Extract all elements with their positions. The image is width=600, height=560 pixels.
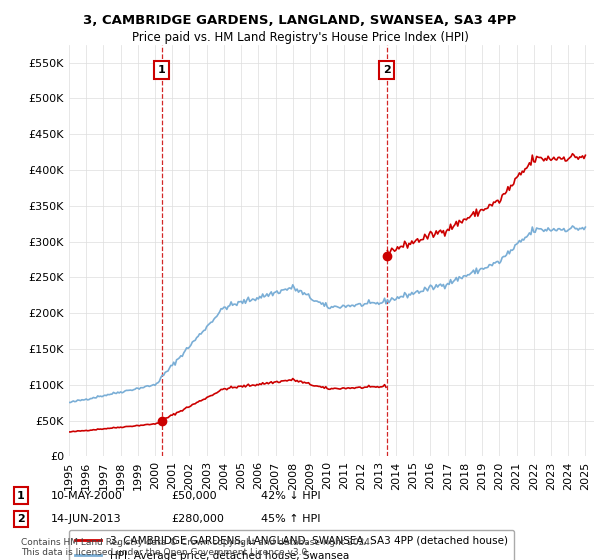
Text: 2: 2 (17, 514, 25, 524)
Text: 10-MAY-2000: 10-MAY-2000 (51, 491, 123, 501)
Text: £280,000: £280,000 (171, 514, 224, 524)
Text: 42% ↓ HPI: 42% ↓ HPI (261, 491, 320, 501)
Text: 2: 2 (383, 65, 391, 75)
Text: £50,000: £50,000 (171, 491, 217, 501)
Text: Price paid vs. HM Land Registry's House Price Index (HPI): Price paid vs. HM Land Registry's House … (131, 31, 469, 44)
Text: 14-JUN-2013: 14-JUN-2013 (51, 514, 122, 524)
Legend: 3, CAMBRIDGE GARDENS, LANGLAND, SWANSEA, SA3 4PP (detached house), HPI: Average : 3, CAMBRIDGE GARDENS, LANGLAND, SWANSEA,… (69, 530, 514, 560)
Text: Contains HM Land Registry data © Crown copyright and database right 2024.
This d: Contains HM Land Registry data © Crown c… (21, 538, 373, 557)
Text: 1: 1 (158, 65, 166, 75)
Text: 45% ↑ HPI: 45% ↑ HPI (261, 514, 320, 524)
Text: 3, CAMBRIDGE GARDENS, LANGLAND, SWANSEA, SA3 4PP: 3, CAMBRIDGE GARDENS, LANGLAND, SWANSEA,… (83, 14, 517, 27)
Text: 1: 1 (17, 491, 25, 501)
